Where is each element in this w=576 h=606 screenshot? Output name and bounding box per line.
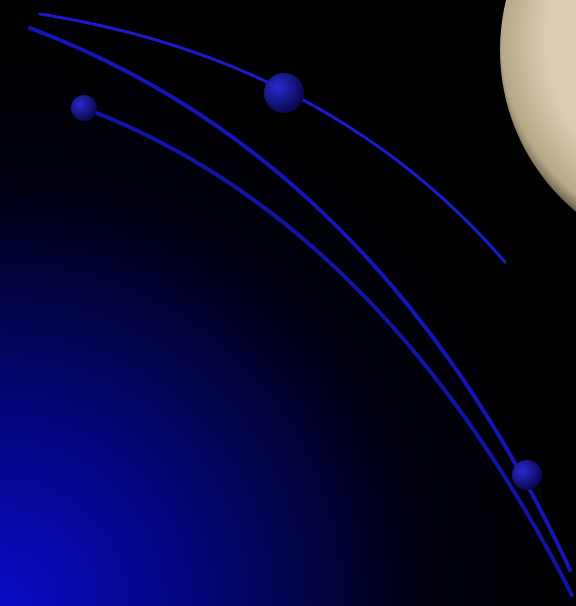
- orbit-arc: [82, 106, 574, 597]
- orbit-arc: [28, 26, 572, 572]
- orb: [512, 460, 542, 490]
- orb: [71, 95, 97, 121]
- planet: [500, 0, 576, 212]
- orb: [264, 73, 304, 113]
